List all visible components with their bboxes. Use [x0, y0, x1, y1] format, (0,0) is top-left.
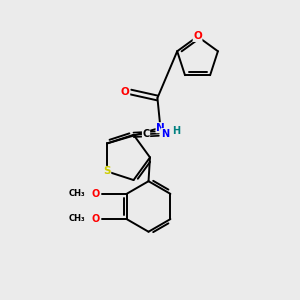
Text: O: O [193, 32, 202, 41]
Text: O: O [92, 214, 100, 224]
Text: C: C [142, 129, 150, 139]
Text: O: O [121, 87, 130, 97]
Text: N: N [161, 129, 169, 139]
Text: CH₃: CH₃ [69, 189, 85, 198]
Text: H: H [172, 126, 180, 136]
Text: S: S [103, 167, 111, 176]
Text: O: O [92, 189, 100, 199]
Text: N: N [156, 123, 165, 133]
Text: CH₃: CH₃ [69, 214, 85, 223]
